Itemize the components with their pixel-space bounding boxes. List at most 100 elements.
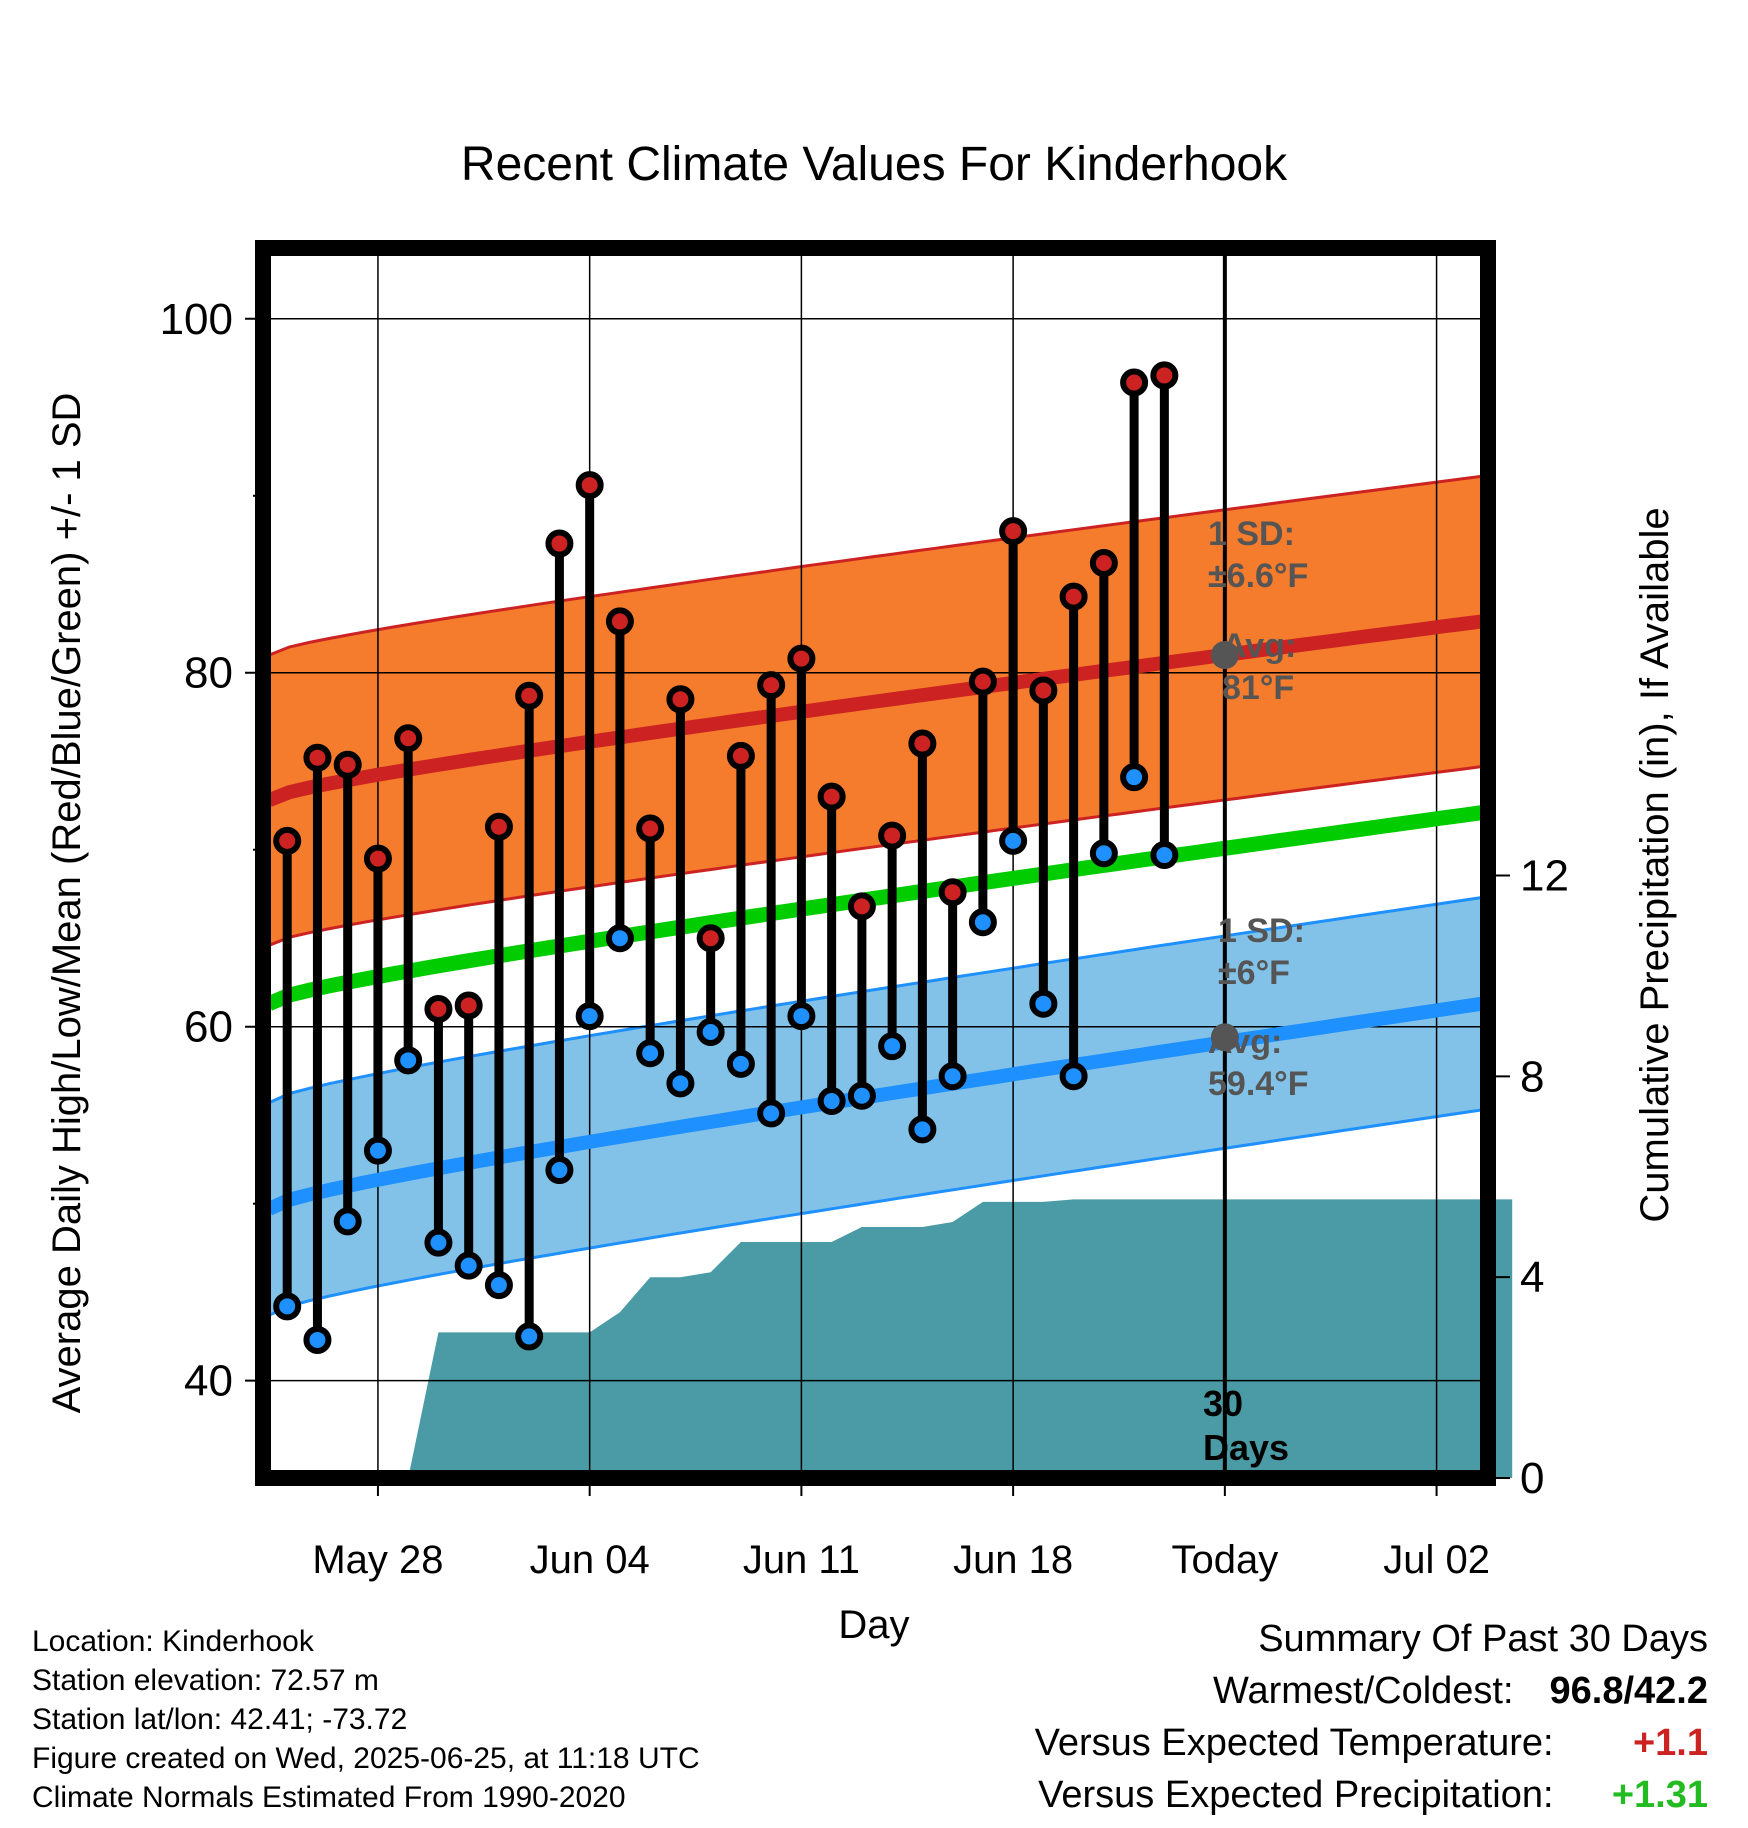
x-axis-title: Day xyxy=(838,1603,909,1647)
high-temp-point xyxy=(1089,549,1118,578)
summary-warmest-row: Warmest/Coldest: 96.8/42.2 xyxy=(1213,1670,1708,1713)
high-temp-point xyxy=(1059,582,1088,611)
low-sd-label: 1 SD: ±6°F xyxy=(1218,912,1305,992)
avg-low-marker xyxy=(1210,1023,1239,1052)
low-temp-point xyxy=(696,1018,725,1047)
y-axis-title: Average Daily High/Low/Mean (Red/Blue/Gr… xyxy=(45,393,89,1414)
info-elevation: Station elevation: 72.57 m xyxy=(32,1664,379,1697)
low-temp-point xyxy=(273,1292,302,1321)
high-temp-point xyxy=(575,471,604,500)
low-temp-point xyxy=(363,1136,392,1165)
info-location: Location: Kinderhook xyxy=(32,1625,314,1658)
low-temp-point xyxy=(605,924,634,953)
today-days-label-line: Days xyxy=(1203,1427,1289,1468)
x-tick-label: May 28 xyxy=(312,1538,443,1582)
high-temp-point xyxy=(666,685,695,714)
y2-tick-label: 0 xyxy=(1520,1454,1544,1503)
high-temp-point xyxy=(333,750,362,779)
high-temp-point xyxy=(757,671,786,700)
y2-tick-label: 12 xyxy=(1520,852,1569,901)
plot-frame xyxy=(255,240,1496,1486)
info-normals: Climate Normals Estimated From 1990-2020 xyxy=(32,1781,626,1814)
x-tick-label: Jun 18 xyxy=(953,1538,1073,1582)
high-sd-band xyxy=(269,476,1482,946)
y-tick-label: 60 xyxy=(184,1003,233,1052)
low-temp-point xyxy=(1029,989,1058,1018)
x-tick-label: Jun 04 xyxy=(530,1538,650,1582)
low-temp-point xyxy=(394,1046,423,1075)
high-temp-point xyxy=(908,729,937,758)
info-created: Figure created on Wed, 2025-06-25, at 11… xyxy=(32,1742,700,1775)
low-temp-point xyxy=(1120,763,1149,792)
low-temp-point xyxy=(515,1322,544,1351)
summary-precip-row: Versus Expected Precipitation: +1.31 xyxy=(1038,1774,1708,1817)
warmest-coldest-value: 96.8/42.2 xyxy=(1549,1670,1708,1712)
low-temp-point xyxy=(636,1039,665,1068)
precip-vs-expected-label: Versus Expected Precipitation: xyxy=(1038,1774,1554,1816)
high-temp-point xyxy=(424,995,453,1024)
high-temp-point xyxy=(696,924,725,953)
high-temp-point xyxy=(515,681,544,710)
high-temp-point xyxy=(1120,368,1149,397)
high-temp-point xyxy=(787,644,816,673)
high-temp-point xyxy=(999,517,1028,546)
high-sd-band-lower-edge xyxy=(268,765,1483,947)
high-temp-point xyxy=(817,782,846,811)
low-temp-point xyxy=(333,1207,362,1236)
high-temp-point xyxy=(363,844,392,873)
summary-heading: Summary Of Past 30 Days xyxy=(1258,1618,1708,1660)
normal-mean-line xyxy=(266,805,1484,1011)
precip-area xyxy=(287,1199,1513,1478)
low-temp-point xyxy=(726,1049,755,1078)
info-lines: Location: Kinderhook Station elevation: … xyxy=(32,1622,700,1817)
low-temp-point xyxy=(908,1115,937,1144)
low-temp-point xyxy=(938,1062,967,1091)
y2-axis-title: Cumulative Precipitation (in), If Availa… xyxy=(1633,507,1677,1222)
x-tick-label: Jul 02 xyxy=(1383,1538,1490,1582)
high-sd-label-line: ±6.6°F xyxy=(1208,557,1308,595)
low-temp-point xyxy=(1089,839,1118,868)
low-temp-point xyxy=(878,1032,907,1061)
low-avg-label-line: 59.4°F xyxy=(1208,1065,1309,1103)
low-avg-label: Avg: 59.4°F xyxy=(1208,1023,1309,1103)
high-temp-point xyxy=(273,826,302,855)
y-tick-label: 80 xyxy=(184,649,233,698)
summary-temp-row: Versus Expected Temperature: +1.1 xyxy=(1035,1722,1708,1765)
low-temp-point xyxy=(1150,841,1179,870)
low-sd-label-line: ±6°F xyxy=(1218,954,1290,992)
low-temp-point xyxy=(968,908,997,937)
low-temp-point xyxy=(424,1228,453,1257)
high-sd-label-line: 1 SD: xyxy=(1208,515,1295,553)
low-temp-point xyxy=(303,1325,332,1354)
low-temp-point xyxy=(757,1099,786,1128)
today-days-label-line: 30 xyxy=(1203,1383,1243,1424)
low-temp-point xyxy=(575,1002,604,1031)
y-tick-label: 40 xyxy=(184,1357,233,1406)
low-temp-point xyxy=(454,1251,483,1280)
low-temp-point xyxy=(484,1271,513,1300)
high-avg-label-line: 81°F xyxy=(1222,669,1294,707)
low-sd-label-line: 1 SD: xyxy=(1218,912,1305,950)
temp-vs-expected-value: +1.1 xyxy=(1632,1722,1708,1764)
y2-tick-label: 4 xyxy=(1520,1253,1544,1302)
high-temp-point xyxy=(968,667,997,696)
low-temp-point xyxy=(787,1002,816,1031)
low-temp-point xyxy=(999,826,1028,855)
y2-tick-label: 8 xyxy=(1520,1052,1544,1101)
high-temp-point xyxy=(726,741,755,770)
summary-panel: Summary Of Past 30 Days xyxy=(1258,1618,1708,1661)
low-temp-point xyxy=(847,1081,876,1110)
normal-high-line xyxy=(266,614,1483,807)
temp-vs-expected-label: Versus Expected Temperature: xyxy=(1034,1722,1554,1764)
chart-title: Recent Climate Values For Kinderhook xyxy=(461,138,1288,191)
high-temp-point xyxy=(938,878,967,907)
low-avg-label-line: Avg: xyxy=(1208,1023,1282,1061)
y-tick-label: 100 xyxy=(160,295,233,344)
low-temp-point xyxy=(666,1069,695,1098)
high-temp-point xyxy=(636,814,665,843)
low-sd-band xyxy=(269,897,1482,1316)
x-tick-label: Today xyxy=(1171,1538,1278,1582)
high-temp-point xyxy=(454,991,483,1020)
